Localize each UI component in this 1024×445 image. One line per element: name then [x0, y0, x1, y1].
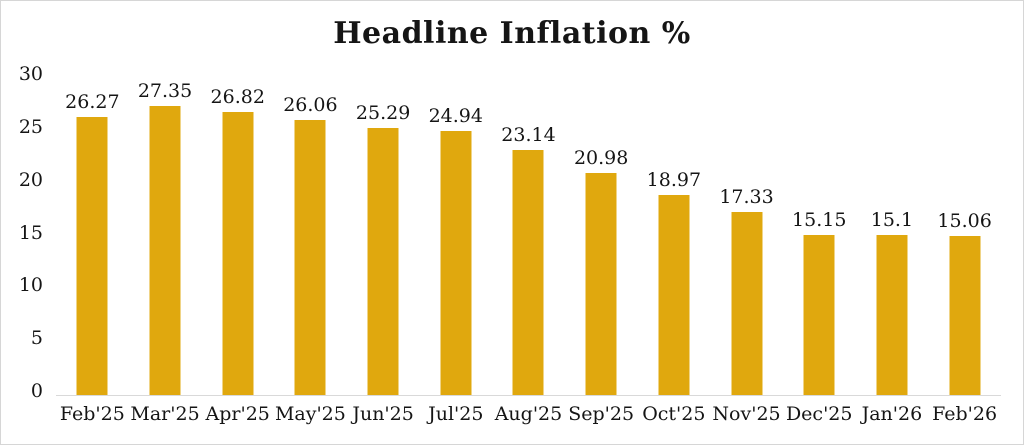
y-tick-label: 0	[30, 380, 43, 402]
bar-value-label: 26.06	[283, 94, 338, 116]
bar-value-label: 15.1	[870, 209, 914, 231]
plot-area: 26.27 27.35 26.82 26.06 25.29 24.94 23.14 20.98…	[56, 78, 1001, 395]
bar-value-label: 15.15	[792, 209, 847, 231]
x-tick-label: Oct'25	[642, 403, 706, 425]
x-tick-label: Jul'25	[428, 403, 484, 425]
bar-value-label: 26.27	[65, 91, 120, 113]
bar-value-label: 24.94	[428, 105, 483, 127]
bar-value-label: 17.33	[719, 186, 774, 208]
x-tick-label: Feb'25	[59, 403, 125, 425]
x-tick-label: Dec'25	[785, 403, 853, 425]
bar	[803, 235, 835, 395]
y-tick-label: 15	[18, 221, 43, 244]
y-tick-label: 30	[18, 63, 43, 85]
bar-value-label: 27.35	[137, 80, 193, 102]
y-tick-label: 10	[18, 274, 43, 297]
bar	[294, 120, 326, 395]
bar	[512, 150, 544, 395]
bar-value-label: 15.06	[937, 210, 992, 232]
bar-slot: 17.33	[710, 78, 783, 395]
chart-title: Headline Inflation %	[333, 16, 691, 51]
x-tick-label: Mar'25	[130, 403, 200, 425]
bar	[585, 173, 617, 395]
y-tick-label: 5	[30, 327, 43, 350]
bar	[76, 117, 108, 395]
bar-value-label: 20.98	[573, 147, 629, 169]
x-tick-label: Jun'25	[352, 403, 414, 425]
bar	[440, 131, 472, 395]
x-axis-line	[56, 395, 1001, 396]
x-tick-label: Apr'25	[205, 403, 270, 425]
bar-slot: 20.98	[565, 78, 638, 395]
bar-slot: 18.97	[638, 78, 711, 395]
bar-slot: 26.06	[274, 78, 347, 395]
bar-slot: 24.94	[419, 78, 492, 395]
bar	[949, 236, 981, 395]
bar	[731, 212, 763, 395]
bar-slot: 26.27	[56, 78, 129, 395]
y-tick-label: 20	[18, 168, 43, 191]
x-tick-label: Feb'26	[932, 403, 998, 425]
bar	[367, 128, 399, 395]
x-tick-label: Aug'25	[494, 403, 563, 425]
x-tick-label: Sep'25	[568, 403, 635, 425]
bar-slot: 23.14	[492, 78, 565, 395]
bar	[149, 106, 181, 395]
bar-slot: 27.35	[129, 78, 202, 395]
bar	[222, 112, 254, 395]
x-tick-label: Jan'26	[861, 403, 923, 425]
x-axis: Feb'25 Mar'25 Apr'25 May'25 Jun'25 Jul'25 Aug'…	[56, 402, 1001, 426]
bar-value-label: 23.14	[501, 124, 556, 146]
bar-slot: 25.29	[347, 78, 420, 395]
bar-value-label: 26.82	[210, 86, 265, 108]
bar	[658, 195, 690, 395]
y-tick-label: 25	[18, 115, 43, 138]
bar-slot: 26.82	[201, 78, 274, 395]
bar-slot: 15.1	[856, 78, 929, 395]
x-tick-label: May'25	[274, 403, 346, 425]
bar-slot: 15.06	[928, 78, 1001, 395]
bar-value-label: 18.97	[646, 169, 702, 191]
bar	[876, 235, 908, 395]
bar-slot: 15.15	[783, 78, 856, 395]
x-tick-label: Nov'25	[712, 403, 781, 425]
bar-value-label: 25.29	[355, 102, 411, 124]
